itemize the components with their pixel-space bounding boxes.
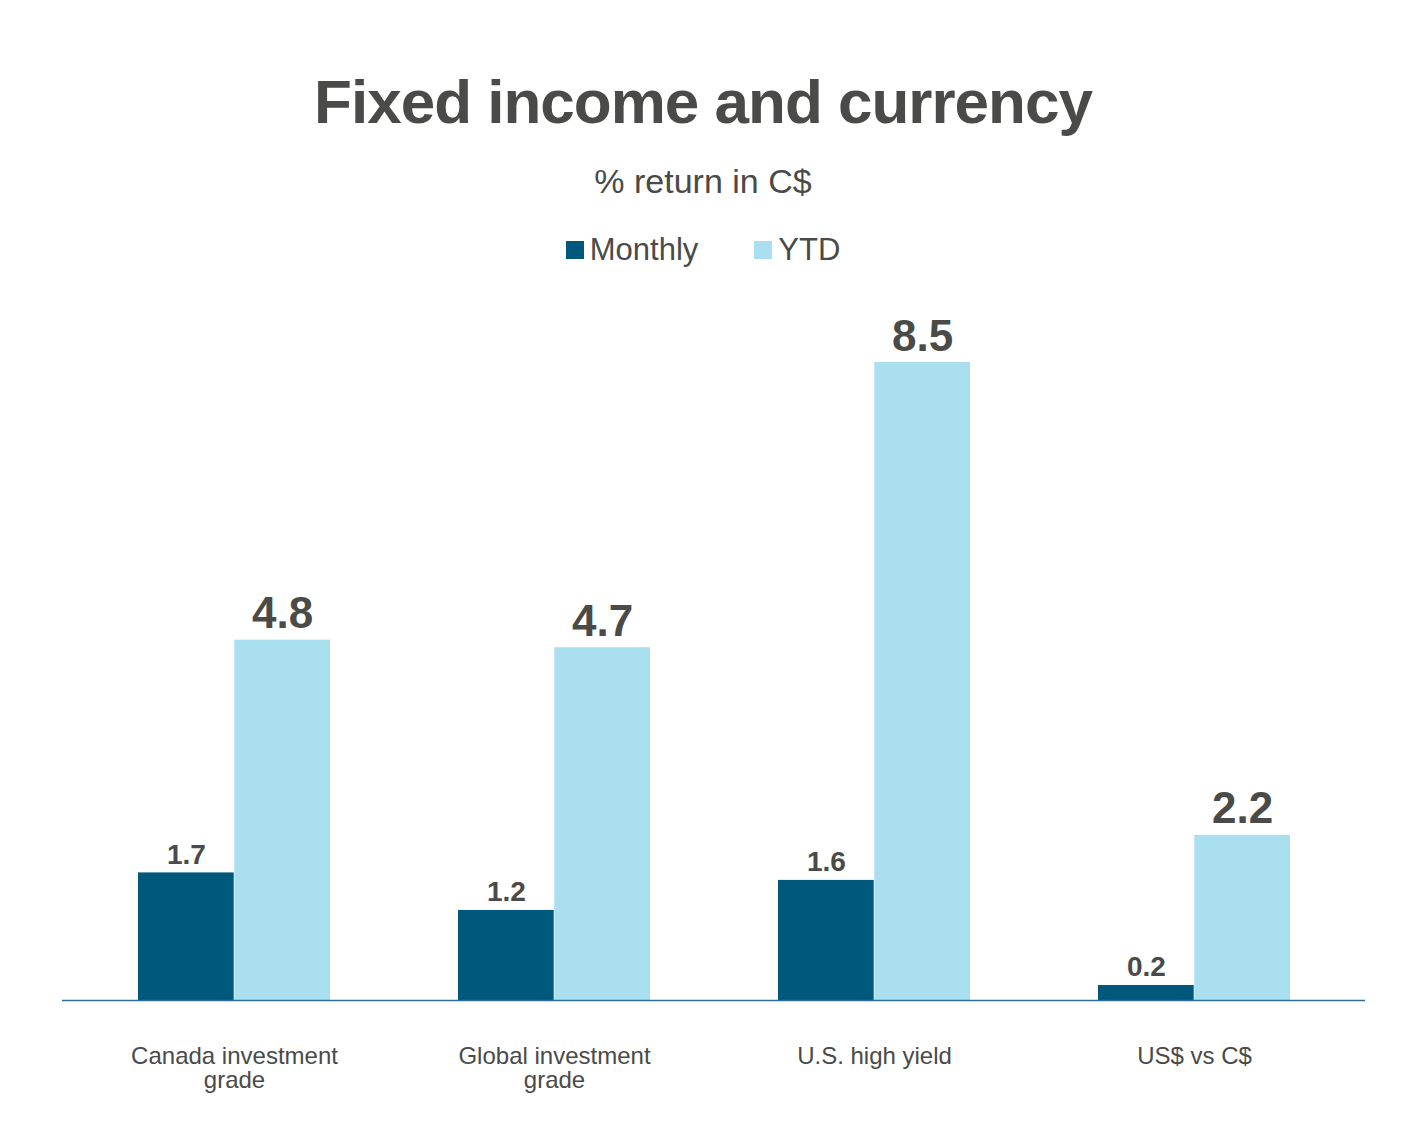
html-text:Fixed income and currency: Fixed income and currency <box>314 67 1092 136</box>
svg-text:4.7: 4.7 <box>572 596 633 645</box>
svg-text:Canada investmentgrade: Canada investmentgrade <box>131 1042 338 1093</box>
svg-text:1.7: 1.7 <box>167 839 206 870</box>
svg-text:4.8: 4.8 <box>252 588 313 637</box>
html-text:YTD: YTD <box>778 232 841 267</box>
svg-text:US$ vs C$: US$ vs C$ <box>1137 1042 1252 1069</box>
svg-text:1.2: 1.2 <box>487 876 526 907</box>
svg-text:U.S. high yield: U.S. high yield <box>797 1042 952 1069</box>
html-text:Monthly: Monthly <box>589 232 699 267</box>
svg-text:8.5: 8.5 <box>892 311 953 360</box>
svg-text:2.2: 2.2 <box>1212 783 1273 832</box>
html-text:% return in C$: % return in C$ <box>594 162 812 200</box>
svg-text:1.6: 1.6 <box>807 846 846 877</box>
svg-text:0.2: 0.2 <box>1127 951 1166 982</box>
svg-text:Global investmentgrade: Global investmentgrade <box>458 1042 650 1093</box>
